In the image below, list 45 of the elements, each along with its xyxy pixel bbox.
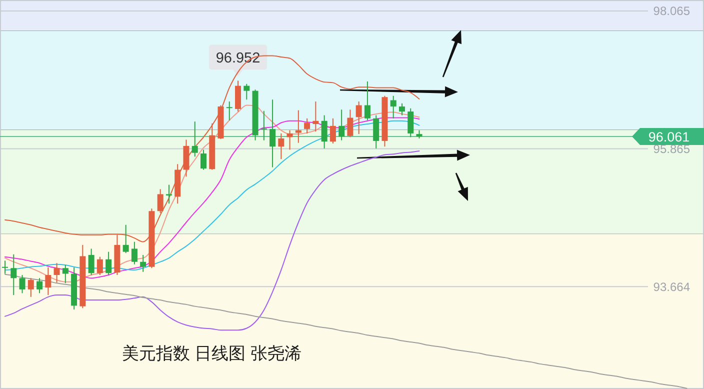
candlestick (140, 254, 146, 272)
candlestick (2, 260, 8, 274)
candlestick (54, 262, 60, 284)
candlestick (312, 100, 319, 132)
candlestick (226, 100, 232, 121)
candlestick (166, 184, 172, 204)
y-tick-label: 93.664 (653, 280, 690, 294)
candlestick (260, 110, 267, 141)
candlestick (244, 83, 250, 100)
candlestick (62, 264, 68, 284)
candlestick (183, 139, 190, 178)
candlestick (356, 100, 362, 135)
candlestick (390, 95, 396, 119)
candlestick (45, 266, 52, 296)
line-series (4, 150, 420, 331)
candlestick (398, 102, 405, 116)
candlestick (28, 278, 34, 298)
candlestick (157, 188, 164, 214)
y-tick-label: 98.065 (653, 4, 690, 18)
candlestick (19, 274, 26, 294)
candlestick (364, 80, 370, 121)
candlestick (200, 149, 206, 170)
candlestick (36, 278, 43, 294)
y-tick-label: 95.865 (653, 142, 690, 156)
candlestick (304, 118, 310, 134)
candlestick (347, 109, 354, 138)
candlestick (330, 118, 336, 144)
candlestick (88, 248, 94, 276)
candlestick (286, 130, 293, 150)
candlestick (270, 99, 276, 168)
candlestick (278, 132, 284, 160)
candlestick (10, 254, 17, 296)
candlestick (321, 114, 328, 149)
ref-line-label: 96.061 (648, 129, 690, 144)
candlestick (295, 110, 302, 144)
candlestick (408, 108, 414, 138)
candlestick (96, 256, 103, 276)
candlestick (338, 109, 345, 141)
candlestick (235, 80, 242, 112)
candlestick (373, 114, 380, 149)
candlestick (106, 251, 112, 276)
text: 美元指数 日线图 张尧浠 (122, 344, 302, 363)
candlestick (131, 241, 138, 265)
candlestick (122, 224, 129, 254)
candlestick (192, 121, 198, 158)
